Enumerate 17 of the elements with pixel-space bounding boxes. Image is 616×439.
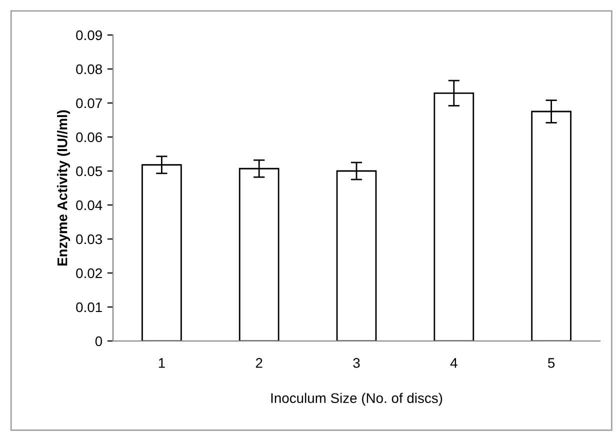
x-tick-label: 3 [353, 358, 360, 368]
y-tick-label: 0.06 [76, 132, 102, 142]
x-tick-label: 4 [450, 358, 458, 368]
y-tick-label: 0.07 [76, 98, 102, 108]
y-tick-label: 0.09 [76, 30, 102, 40]
y-axis-title: Enzyme Activity (IU//ml) [57, 110, 70, 266]
y-tick-label: 0.01 [76, 302, 102, 312]
x-tick-label: 2 [256, 358, 262, 368]
y-tick-label: 0.03 [76, 234, 102, 244]
y-tick-label: 0 [95, 336, 102, 346]
y-tick-label: 0.08 [76, 64, 102, 74]
x-axis-title: Inoculum Size (No. of discs) [271, 392, 442, 406]
y-tick-label: 0.05 [76, 166, 102, 176]
y-tick-label: 0.04 [76, 200, 102, 210]
x-tick-label: 5 [548, 358, 555, 368]
x-tick-label: 1 [158, 358, 165, 368]
y-tick-label: 0.02 [76, 268, 102, 278]
